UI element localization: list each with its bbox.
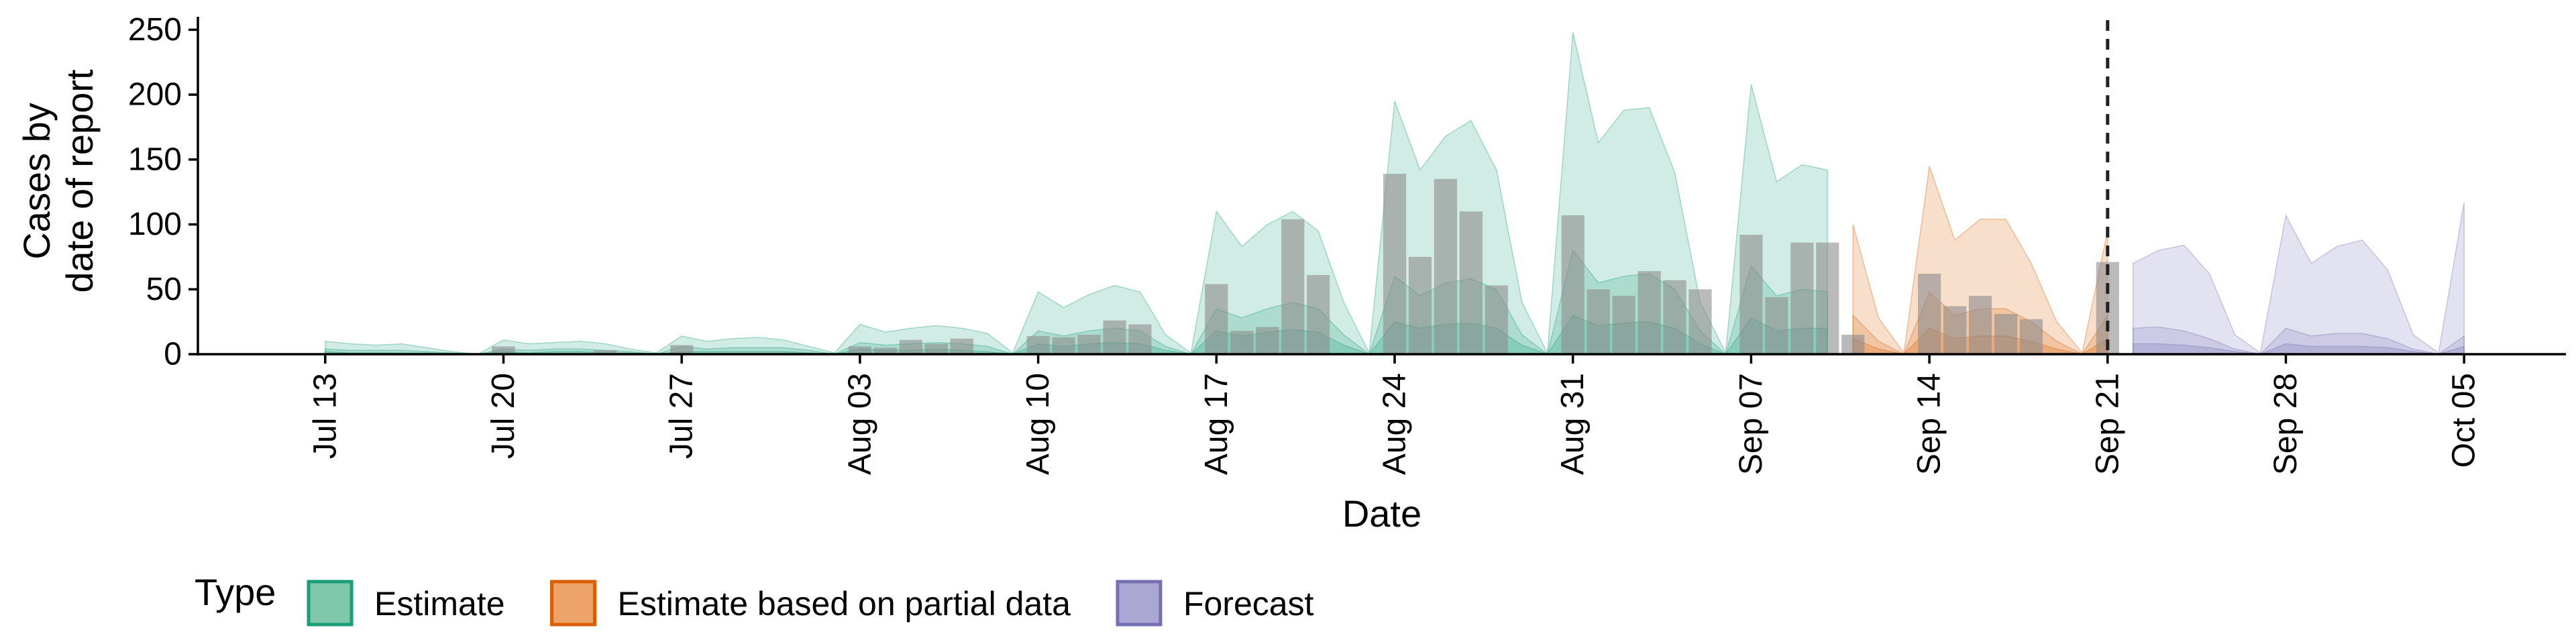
bar-2020-09-08 <box>1765 297 1788 354</box>
bar-2020-09-01 <box>1587 289 1610 354</box>
bar-2020-08-11 <box>1052 337 1075 354</box>
x-axis-title: Date <box>1342 492 1421 535</box>
y-axis-title: Cases by date of report <box>15 69 101 293</box>
bar-2020-08-07 <box>950 338 973 354</box>
bar-2020-09-02 <box>1612 295 1635 354</box>
bar-2020-08-24 <box>1383 174 1407 354</box>
x-tick-label-2020-08-10: Aug 10 <box>1020 373 1056 475</box>
x-tick-label-2020-08-31: Aug 31 <box>1555 373 1591 475</box>
bar-2020-08-06 <box>924 343 948 354</box>
legend-label-0: Estimate <box>374 585 505 623</box>
bar-2020-09-03 <box>1638 271 1661 354</box>
bar-2020-08-03 <box>848 346 871 354</box>
bar-2020-08-17 <box>1205 284 1228 354</box>
x-tick-label-2020-09-21: Sep 21 <box>2090 373 2125 475</box>
bars-layer <box>492 174 2119 354</box>
bar-2020-08-19 <box>1256 327 1279 354</box>
bar-2020-09-14 <box>1918 274 1941 354</box>
band-1-upper90 <box>1852 166 2108 355</box>
y-tick-label-150: 150 <box>128 142 182 177</box>
bar-2020-09-17 <box>1994 314 2018 354</box>
x-tick-label-2020-09-07: Sep 07 <box>1733 373 1769 475</box>
bar-2020-08-18 <box>1230 331 1254 354</box>
bar-2020-08-20 <box>1281 219 1305 354</box>
bar-2020-09-18 <box>2019 319 2043 354</box>
bar-2020-08-31 <box>1561 215 1585 354</box>
bar-2020-09-16 <box>1968 295 1992 354</box>
legend-swatch-0 <box>307 580 354 627</box>
x-tick-label-2020-08-17: Aug 17 <box>1199 373 1234 475</box>
y-axis-title-line-1: date of report <box>58 69 101 293</box>
x-tick-label-2020-07-13: Jul 13 <box>307 373 343 459</box>
legend-swatch-1 <box>550 580 597 627</box>
x-tick-label-2020-08-24: Aug 24 <box>1377 373 1412 475</box>
legend-title: Type <box>195 571 276 613</box>
bar-2020-08-12 <box>1077 335 1101 354</box>
y-tick-label-250: 250 <box>128 12 182 48</box>
x-tick-label-2020-07-27: Jul 27 <box>664 373 700 459</box>
x-tick-label-2020-08-03: Aug 03 <box>842 373 877 475</box>
bar-2020-08-13 <box>1103 320 1126 354</box>
bar-2020-08-04 <box>873 347 897 354</box>
band-2-upper50 <box>2132 326 2465 355</box>
bar-2020-08-14 <box>1128 324 1152 354</box>
legend-label-2: Forecast <box>1183 585 1314 623</box>
legend-label-1: Estimate based on partial data <box>618 585 1071 623</box>
x-tick-label-2020-09-28: Sep 28 <box>2268 373 2304 475</box>
y-tick-label-200: 200 <box>128 77 182 113</box>
bar-2020-07-27 <box>670 345 694 354</box>
band-2-upper90 <box>2132 202 2465 355</box>
bar-2020-08-26 <box>1434 178 1457 354</box>
bar-2020-08-05 <box>899 339 922 354</box>
bar-2020-08-27 <box>1459 211 1483 354</box>
bar-2020-08-28 <box>1485 285 1508 354</box>
y-tick-label-100: 100 <box>128 207 182 242</box>
axes-layer: 0 50 100 150 200 250 Jul 13 Jul 20 Jul 27 Aug 03 A… <box>15 12 2566 535</box>
y-tick-label-50: 50 <box>146 272 182 307</box>
bar-2020-07-24 <box>594 350 617 354</box>
bar-2020-08-21 <box>1307 275 1330 354</box>
x-tick-label-2020-10-05: Oct 05 <box>2447 373 2482 468</box>
x-tick-label-2020-07-20: Jul 20 <box>486 373 521 459</box>
bar-2020-09-04 <box>1663 280 1686 354</box>
bar-2020-09-09 <box>1790 242 1814 354</box>
bar-2020-08-25 <box>1408 256 1432 354</box>
y-axis-title-line-0: Cases by <box>15 103 58 259</box>
bar-2020-09-11 <box>1841 335 1865 354</box>
bar-2020-09-05 <box>1688 289 1712 354</box>
bar-2020-08-10 <box>1026 335 1050 354</box>
bar-2020-07-20 <box>492 346 515 354</box>
band-2-upper20 <box>2132 343 2465 355</box>
legend-layer: Type Estimate Estimate based on partial da… <box>195 571 1314 627</box>
y-tick-label-0: 0 <box>164 337 182 372</box>
legend-swatch-2 <box>1116 580 1163 627</box>
bar-2020-09-07 <box>1739 235 1763 354</box>
x-tick-label-2020-09-14: Sep 14 <box>1912 373 1947 475</box>
bar-2020-09-15 <box>1943 306 1967 354</box>
bar-2020-09-10 <box>1816 242 1839 354</box>
